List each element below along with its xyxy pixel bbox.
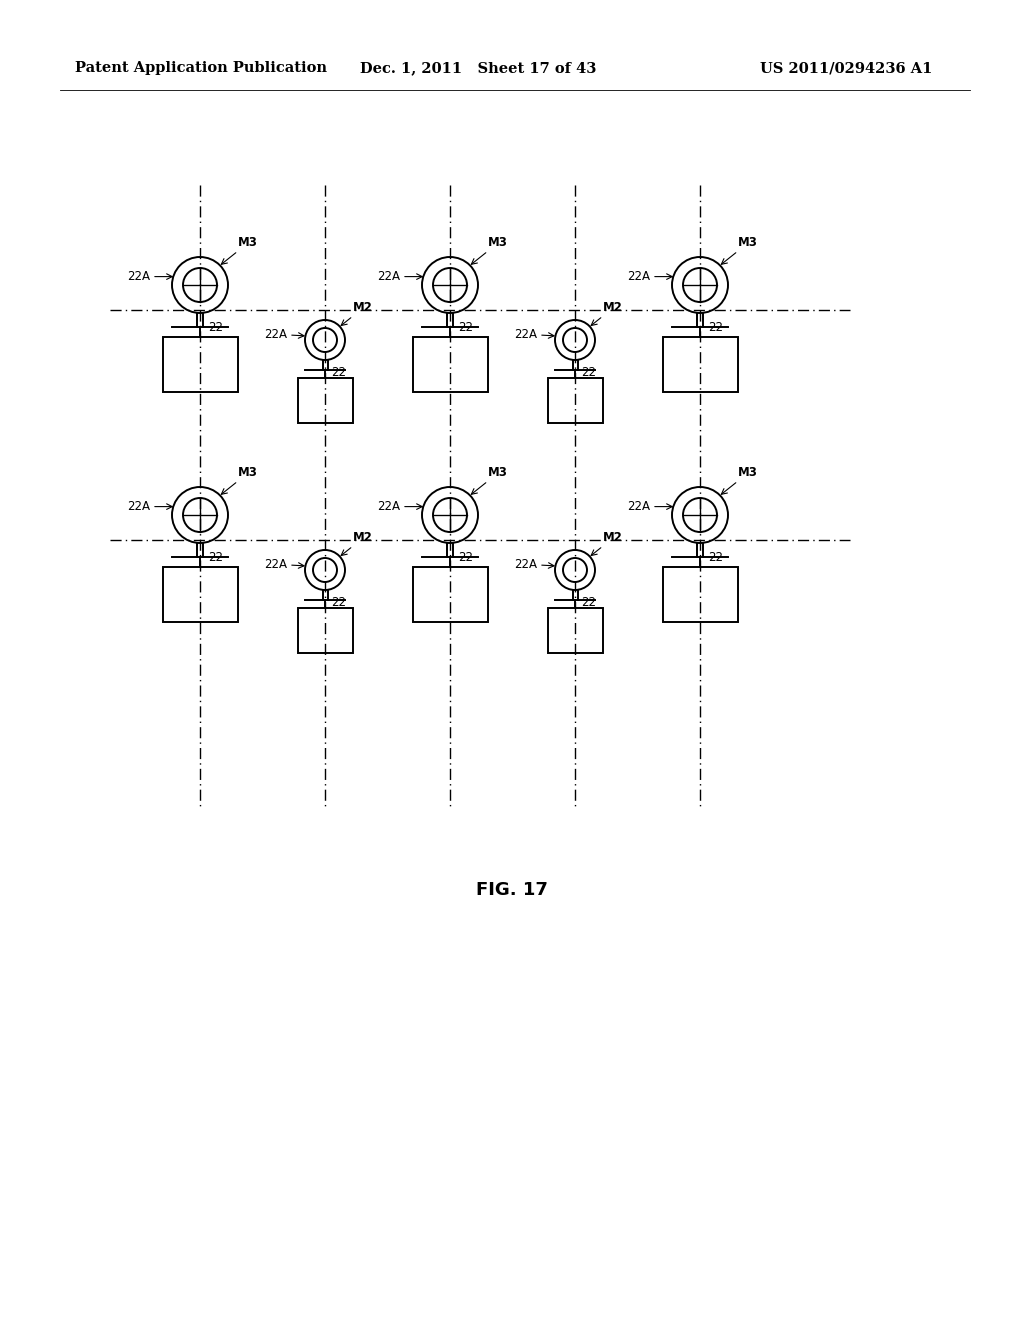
Bar [548, 378, 602, 422]
Text: 22A: 22A [264, 329, 287, 342]
Text: 22A: 22A [514, 329, 537, 342]
Text: Dec. 1, 2011   Sheet 17 of 43: Dec. 1, 2011 Sheet 17 of 43 [360, 61, 596, 75]
Text: FIG. 17: FIG. 17 [476, 880, 548, 899]
Text: 22A: 22A [264, 558, 287, 572]
Text: 22: 22 [458, 321, 473, 334]
Text: 22A: 22A [377, 500, 400, 513]
Text: 22A: 22A [377, 271, 400, 282]
Text: 22A: 22A [127, 271, 150, 282]
Text: M2: M2 [603, 301, 623, 314]
Bar [548, 609, 602, 653]
Text: 22: 22 [331, 597, 346, 609]
Text: M3: M3 [738, 466, 758, 479]
Text: Patent Application Publication: Patent Application Publication [75, 61, 327, 75]
Text: 22: 22 [708, 321, 723, 334]
Text: 22: 22 [208, 550, 223, 564]
Text: 22A: 22A [127, 500, 150, 513]
Bar [413, 568, 487, 622]
Bar [413, 337, 487, 392]
Bar [663, 568, 737, 622]
Bar [163, 568, 238, 622]
Text: M3: M3 [488, 466, 508, 479]
Text: M2: M2 [353, 301, 373, 314]
Bar [298, 609, 352, 653]
Text: 22: 22 [581, 366, 596, 379]
Text: 22: 22 [331, 366, 346, 379]
Text: M3: M3 [738, 236, 758, 249]
Text: 22A: 22A [627, 271, 650, 282]
Text: 22A: 22A [514, 558, 537, 572]
Text: M3: M3 [488, 236, 508, 249]
Text: 22: 22 [581, 597, 596, 609]
Bar [298, 378, 352, 422]
Text: M3: M3 [238, 466, 258, 479]
Bar [663, 337, 737, 392]
Text: M2: M2 [353, 531, 373, 544]
Bar [163, 337, 238, 392]
Text: M2: M2 [603, 531, 623, 544]
Text: US 2011/0294236 A1: US 2011/0294236 A1 [760, 61, 933, 75]
Text: M3: M3 [238, 236, 258, 249]
Text: 22: 22 [208, 321, 223, 334]
Text: 22: 22 [458, 550, 473, 564]
Text: 22: 22 [708, 550, 723, 564]
Text: 22A: 22A [627, 500, 650, 513]
